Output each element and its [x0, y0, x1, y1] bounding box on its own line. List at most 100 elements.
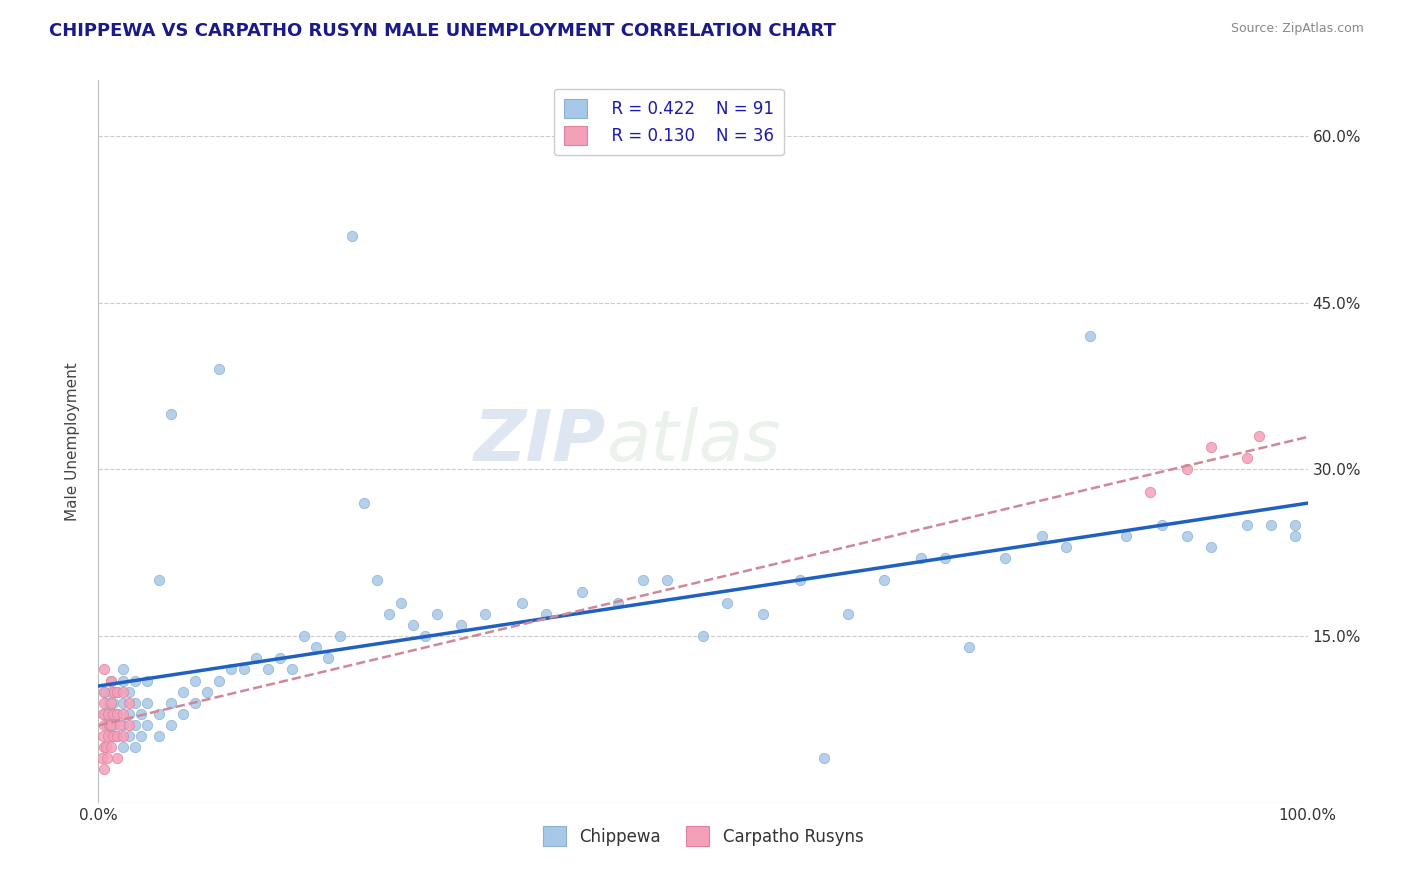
- Point: [1284, 517, 1306, 532]
- Point: [98, 718, 121, 732]
- Point: [1152, 517, 1174, 532]
- Point: [108, 718, 131, 732]
- Point: [910, 551, 932, 566]
- Point: [256, 662, 278, 676]
- Point: [1236, 517, 1258, 532]
- Point: [103, 684, 125, 698]
- Point: [160, 407, 183, 421]
- Point: [1115, 529, 1137, 543]
- Y-axis label: Male Unemployment: Male Unemployment: [65, 362, 80, 521]
- Point: [208, 362, 231, 376]
- Point: [716, 596, 738, 610]
- Point: [93, 696, 115, 710]
- Point: [305, 640, 328, 655]
- Point: [93, 740, 115, 755]
- Point: [184, 673, 207, 688]
- Point: [1175, 529, 1198, 543]
- Point: [100, 740, 122, 755]
- Point: [245, 651, 267, 665]
- Point: [160, 718, 183, 732]
- Point: [1199, 540, 1222, 554]
- Point: [101, 718, 124, 732]
- Point: [101, 706, 124, 721]
- Text: CHIPPEWA VS CARPATHO RUSYN MALE UNEMPLOYMENT CORRELATION CHART: CHIPPEWA VS CARPATHO RUSYN MALE UNEMPLOY…: [49, 22, 837, 40]
- Point: [111, 729, 134, 743]
- Point: [93, 662, 115, 676]
- Point: [111, 684, 134, 698]
- Point: [366, 574, 388, 588]
- Point: [1054, 540, 1077, 554]
- Point: [957, 640, 980, 655]
- Point: [208, 673, 231, 688]
- Point: [813, 751, 835, 765]
- Point: [534, 607, 557, 621]
- Point: [105, 684, 128, 698]
- Point: [105, 729, 128, 743]
- Point: [752, 607, 775, 621]
- Point: [184, 696, 207, 710]
- Point: [105, 706, 128, 721]
- Point: [329, 629, 352, 643]
- Point: [93, 684, 115, 698]
- Text: atlas: atlas: [606, 407, 780, 476]
- Point: [148, 574, 170, 588]
- Point: [402, 618, 425, 632]
- Point: [1284, 529, 1306, 543]
- Point: [124, 673, 146, 688]
- Point: [100, 673, 122, 688]
- Point: [97, 706, 120, 721]
- Point: [97, 696, 120, 710]
- Point: [172, 706, 194, 721]
- Point: [100, 696, 122, 710]
- Text: Source: ZipAtlas.com: Source: ZipAtlas.com: [1230, 22, 1364, 36]
- Text: ZIP: ZIP: [474, 407, 606, 476]
- Point: [94, 740, 117, 755]
- Point: [160, 696, 183, 710]
- Point: [105, 729, 128, 743]
- Point: [195, 684, 218, 698]
- Point: [413, 629, 436, 643]
- Point: [450, 618, 472, 632]
- Point: [100, 718, 122, 732]
- Point: [221, 662, 243, 676]
- Point: [111, 696, 134, 710]
- Point: [105, 706, 128, 721]
- Point: [342, 228, 364, 243]
- Point: [118, 696, 141, 710]
- Point: [232, 662, 254, 676]
- Point: [111, 718, 134, 732]
- Point: [426, 607, 449, 621]
- Point: [510, 596, 533, 610]
- Point: [118, 718, 141, 732]
- Point: [100, 684, 122, 698]
- Point: [1139, 484, 1161, 499]
- Point: [316, 651, 339, 665]
- Point: [1249, 429, 1271, 443]
- Point: [1031, 529, 1053, 543]
- Point: [93, 763, 115, 777]
- Point: [100, 673, 122, 688]
- Point: [118, 729, 141, 743]
- Point: [655, 574, 678, 588]
- Point: [91, 706, 114, 721]
- Point: [389, 596, 412, 610]
- Point: [118, 684, 141, 698]
- Point: [96, 751, 118, 765]
- Point: [129, 729, 152, 743]
- Point: [377, 607, 399, 621]
- Point: [124, 718, 146, 732]
- Point: [269, 651, 291, 665]
- Point: [873, 574, 896, 588]
- Point: [91, 729, 114, 743]
- Point: [105, 751, 128, 765]
- Point: [97, 729, 120, 743]
- Point: [292, 629, 315, 643]
- Point: [571, 584, 593, 599]
- Point: [129, 706, 152, 721]
- Point: [93, 706, 115, 721]
- Point: [789, 574, 811, 588]
- Point: [100, 706, 122, 721]
- Point: [118, 706, 141, 721]
- Point: [1175, 462, 1198, 476]
- Point: [1260, 517, 1282, 532]
